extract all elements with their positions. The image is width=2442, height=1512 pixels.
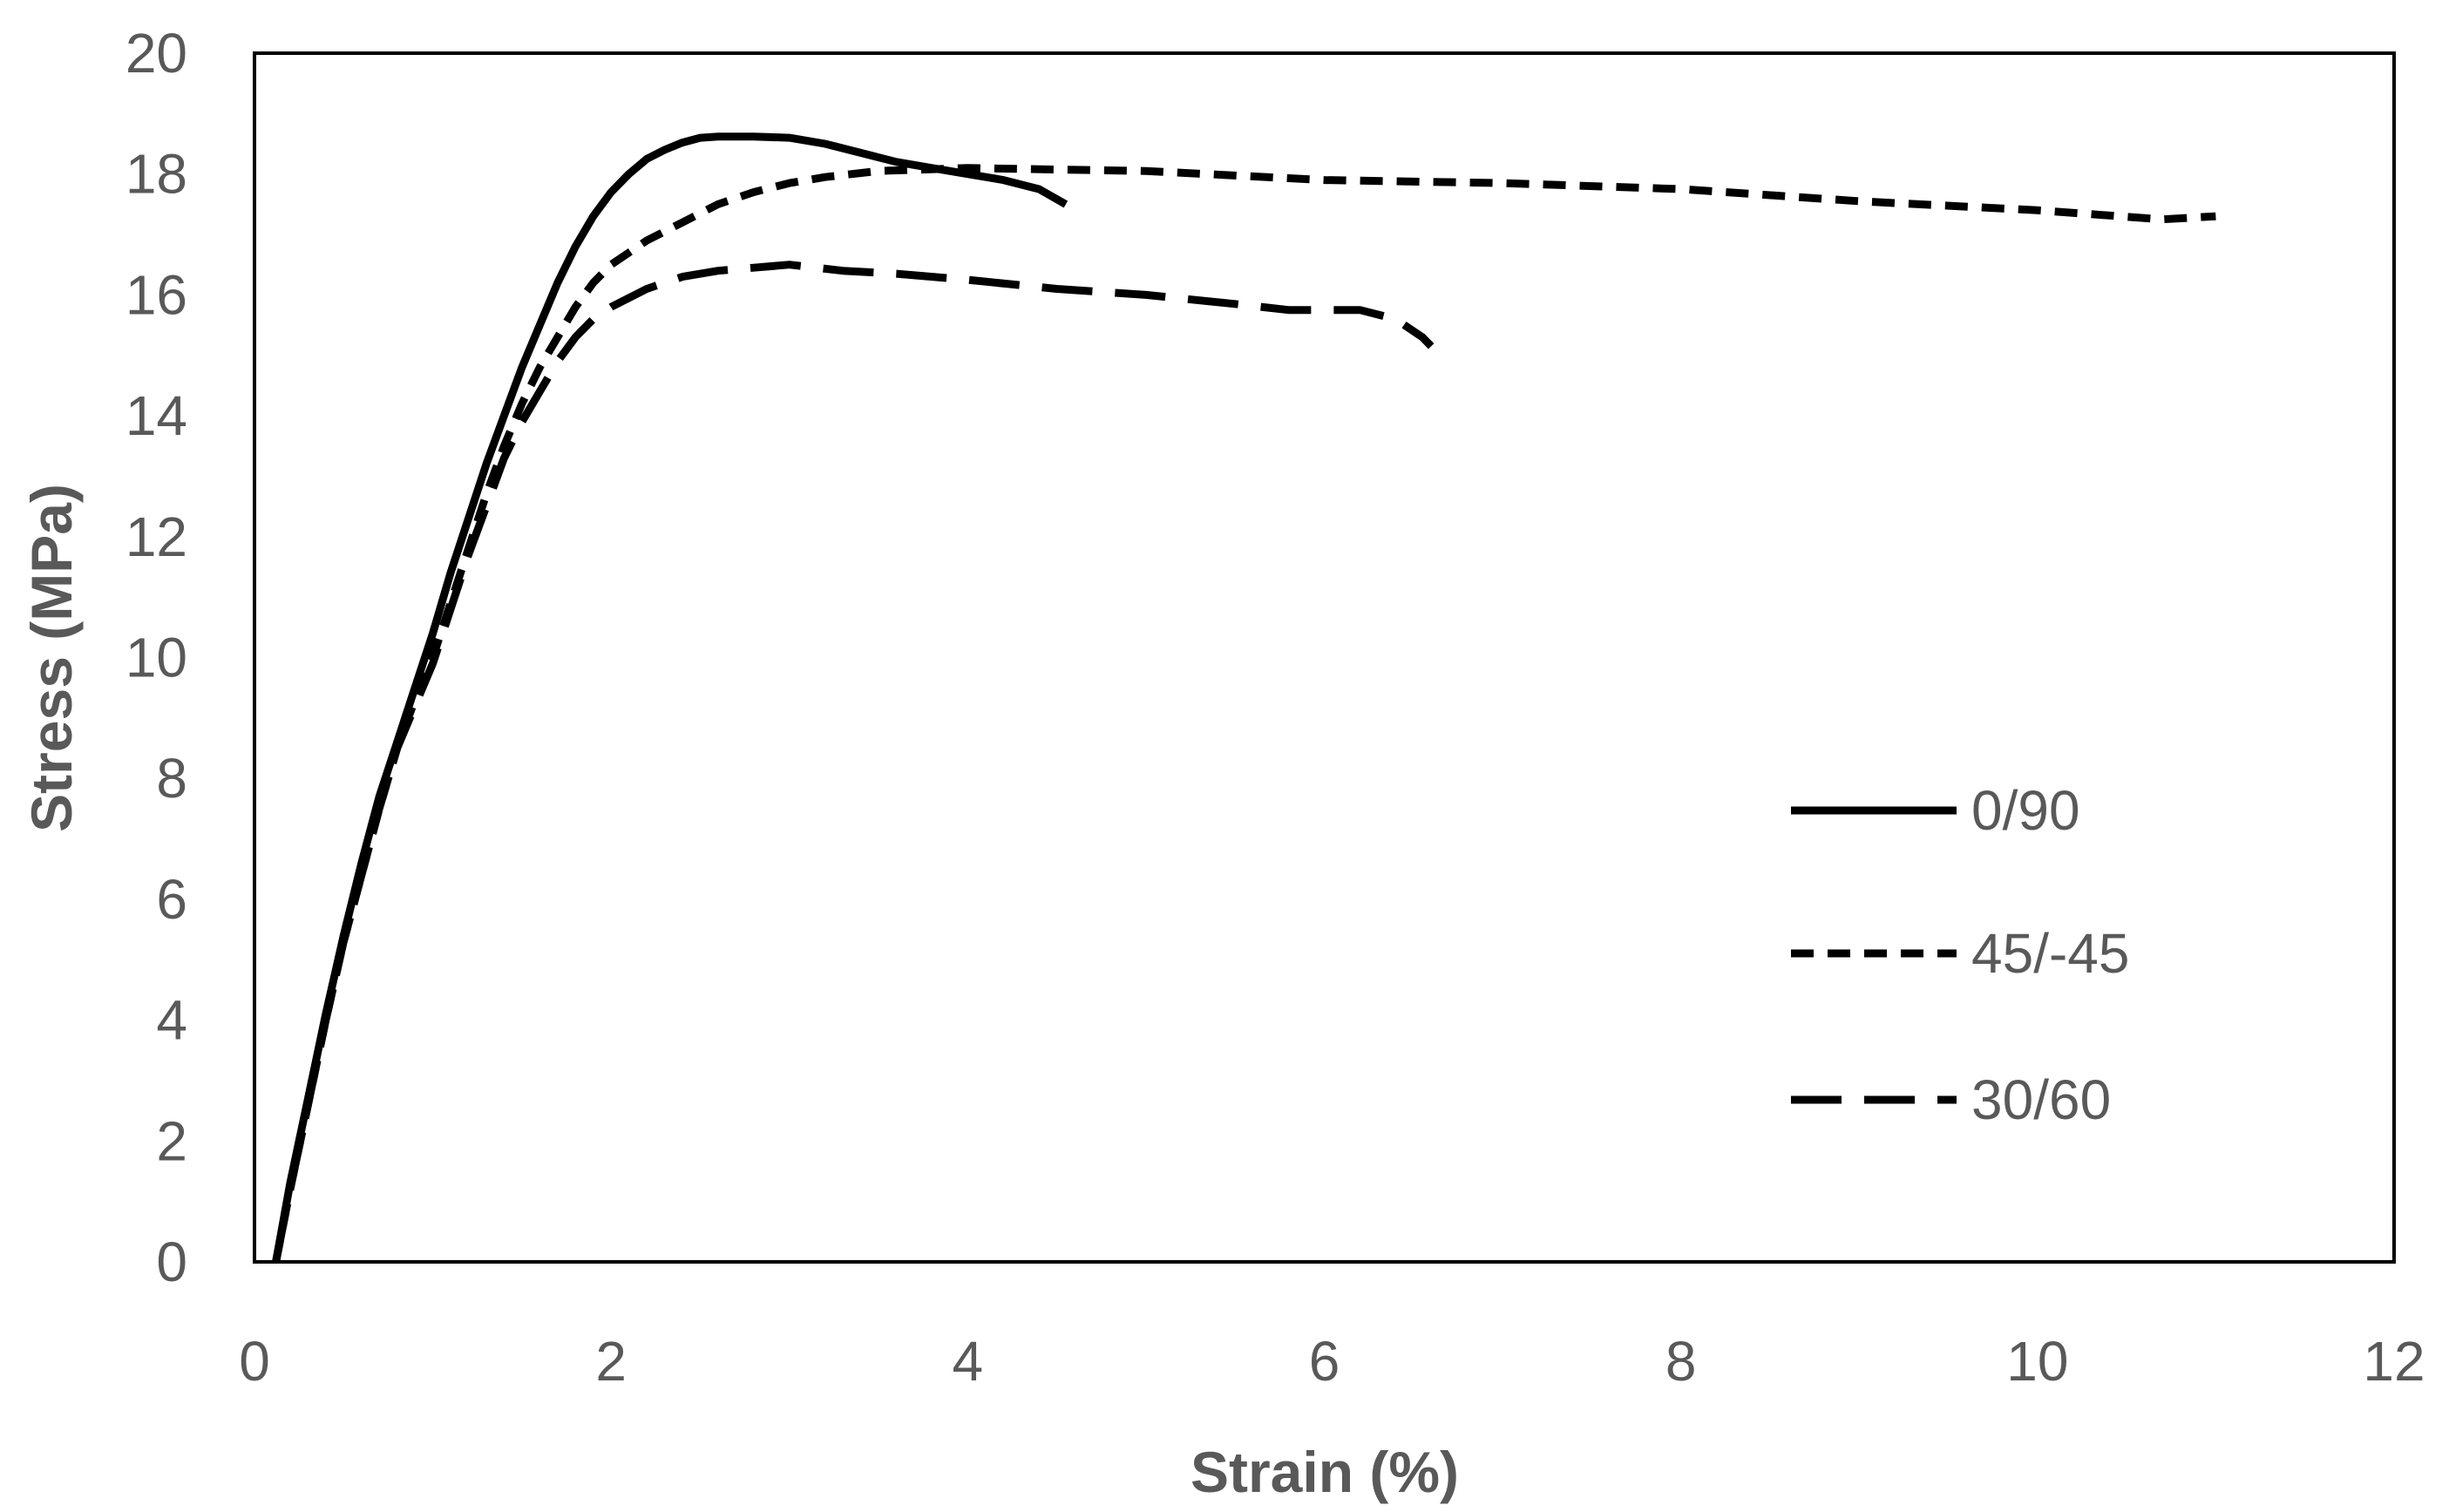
y-tick-label: 14 bbox=[125, 384, 187, 447]
x-axis-ticks: 0 2 4 6 8 10 12 bbox=[239, 1330, 2425, 1393]
y-tick-label: 20 bbox=[125, 22, 187, 85]
x-axis-title: Strain (%) bbox=[1190, 1440, 1459, 1504]
legend-label: 45/-45 bbox=[1971, 922, 2129, 985]
y-tick-label: 4 bbox=[156, 989, 187, 1052]
y-tick-label: 8 bbox=[156, 747, 187, 810]
x-tick-label: 12 bbox=[2363, 1330, 2425, 1393]
plot-area bbox=[253, 51, 2396, 1264]
x-tick-label: 2 bbox=[595, 1330, 627, 1393]
x-tick-label: 6 bbox=[1309, 1330, 1340, 1393]
x-tick-label: 8 bbox=[1665, 1330, 1697, 1393]
x-tick-label: 0 bbox=[239, 1330, 270, 1393]
y-tick-label: 10 bbox=[125, 627, 187, 689]
x-tick-label: 10 bbox=[2006, 1330, 2068, 1393]
y-tick-label: 0 bbox=[156, 1231, 187, 1293]
y-tick-label: 16 bbox=[125, 263, 187, 326]
y-tick-label: 18 bbox=[125, 143, 187, 206]
y-tick-label: 2 bbox=[156, 1109, 187, 1172]
y-axis-ticks: 0 2 4 6 8 10 12 14 16 18 20 bbox=[125, 22, 187, 1293]
series-lines bbox=[272, 132, 2216, 1263]
x-tick-label: 4 bbox=[953, 1330, 984, 1393]
legend-label: 0/90 bbox=[1971, 779, 2080, 842]
y-tick-label: 6 bbox=[156, 868, 187, 931]
y-tick-label: 12 bbox=[125, 505, 187, 568]
legend-label: 30/60 bbox=[1971, 1068, 2111, 1131]
y-axis-title: Stress (MPa) bbox=[19, 484, 84, 832]
legend: 0/90 45/-45 30/60 bbox=[1791, 779, 2129, 1131]
series-line-3 bbox=[272, 261, 1435, 1263]
